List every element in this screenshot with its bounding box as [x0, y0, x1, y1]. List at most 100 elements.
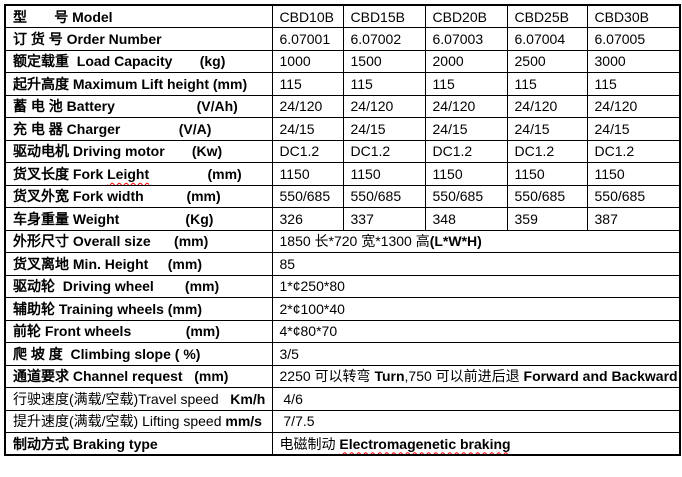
table-row: 货叉外宽 Fork width (mm) 550/685 550/685 550/68… — [4, 184, 681, 208]
table-row: 提升速度(满载/空载) Lifting speed mm/s 7/7.5 — [4, 409, 681, 433]
row-label-cell: 爬 坡 度 Climbing slope ( %) — [4, 342, 273, 366]
value-cell: 2500 — [506, 49, 588, 73]
text-segment: 前轮 Front wheels (mm) — [13, 323, 220, 340]
text-segment: 1850 长*720 宽*1300 高 — [279, 233, 430, 250]
row-label-cell: 外形尺寸 Overall size (mm) — [4, 229, 273, 253]
table-row: 蓄 电 池 Battery (V/Ah) 24/120 24/120 24/120 24… — [4, 94, 681, 118]
table-row: 驱动轮 Driving wheel (mm) 1*¢250*80 — [4, 274, 681, 298]
value-cell: 115 — [506, 72, 588, 96]
value-cell: 24/15 — [586, 117, 681, 141]
text-segment: 4*¢80*70 — [279, 323, 338, 340]
value-cell: 24/15 — [271, 117, 344, 141]
value-cell: 1000 — [271, 49, 344, 73]
text-segment: 型 号 Model — [13, 8, 113, 25]
value-cell: DC1.2 — [586, 139, 681, 163]
table-row: 型 号 Model CBD10B CBD15B CBD20B CBD25B CBD30B — [4, 4, 681, 28]
text-segment: 车身重量 Weight (Kg) — [13, 210, 214, 227]
text-segment: 7/7.5 — [279, 413, 315, 430]
value-cell: 1500 — [342, 49, 426, 73]
value-cell: CBD20B — [424, 4, 508, 28]
value-cell: 24/120 — [271, 94, 344, 118]
value-cell: 550/685 — [271, 184, 344, 208]
value-cell: DC1.2 — [342, 139, 426, 163]
value-cell: 1150 — [506, 162, 588, 186]
table-row: 辅助轮 Training wheels (mm) 2*¢100*40 — [4, 297, 681, 321]
row-label-cell: 通道要求 Channel request (mm) — [4, 364, 273, 388]
table-row: 货叉离地 Min. Height (mm) 85 — [4, 252, 681, 276]
merged-value-cell: 4/6 — [271, 387, 681, 411]
misspelled-word: Electromagenetic braking — [339, 435, 511, 452]
text-segment: 85 — [279, 255, 296, 272]
value-cell: 359 — [506, 207, 588, 231]
text-segment: 行驶速度(满载/空载)Travel speed — [13, 390, 231, 407]
value-cell: 6.07001 — [271, 27, 344, 51]
value-cell: 6.07003 — [424, 27, 508, 51]
table-row: 制动方式 Braking type 电磁制动 Electromagenetic b… — [4, 432, 681, 456]
value-cell: 6.07005 — [586, 27, 681, 51]
text-segment: Km/h — [230, 390, 266, 407]
text-segment: 制动方式 Braking type — [13, 435, 158, 452]
value-cell: CBD30B — [586, 4, 681, 28]
value-cell: 115 — [586, 72, 681, 96]
value-cell: 337 — [342, 207, 426, 231]
merged-value-cell: 电磁制动 Electromagenetic braking — [271, 432, 681, 456]
merged-value-cell: 7/7.5 — [271, 409, 681, 433]
text-segment: (L*W*H) — [429, 233, 482, 250]
text-segment: 货叉离地 Min. Height (mm) — [13, 255, 202, 272]
row-label-cell: 辅助轮 Training wheels (mm) — [4, 297, 273, 321]
table-row: 驱动电机 Driving motor (Kw) DC1.2 DC1.2 DC1.2 DC… — [4, 139, 681, 163]
value-cell: 115 — [342, 72, 426, 96]
value-cell: CBD25B — [506, 4, 588, 28]
text-segment: 驱动电机 Driving motor (Kw) — [13, 143, 223, 160]
row-label-cell: 驱动轮 Driving wheel (mm) — [4, 274, 273, 298]
text-segment: 货叉外宽 Fork width (mm) — [13, 188, 221, 205]
text-segment: (mm) — [149, 165, 242, 182]
text-segment: 3/5 — [279, 345, 299, 362]
table-row: 起升高度 Maximum Lift height (mm) 115 115 115 11… — [4, 72, 681, 96]
specification-table-body: 型 号 Model CBD10B CBD15B CBD20B CBD25B CBD30B 订… — [4, 4, 681, 456]
table-row: 爬 坡 度 Climbing slope ( %) 3/5 — [4, 342, 681, 366]
value-cell: 24/120 — [342, 94, 426, 118]
text-segment: 2250 可以转弯 — [279, 368, 375, 385]
row-label-cell: 提升速度(满载/空载) Lifting speed mm/s — [4, 409, 273, 433]
text-segment: 爬 坡 度 Climbing slope ( %) — [13, 345, 201, 362]
value-cell: 550/685 — [586, 184, 681, 208]
value-cell: 387 — [586, 207, 681, 231]
value-cell: 115 — [271, 72, 344, 96]
text-segment: 起升高度 Maximum Lift height (mm) — [13, 75, 248, 92]
value-cell: CBD15B — [342, 4, 426, 28]
row-label-cell: 蓄 电 池 Battery (V/Ah) — [4, 94, 273, 118]
merged-value-cell: 1*¢250*80 — [271, 274, 681, 298]
table-row: 外形尺寸 Overall size (mm) 1850 长*720 宽*1300 … — [4, 229, 681, 253]
value-cell: 115 — [424, 72, 508, 96]
text-segment: 电磁制动 — [279, 435, 340, 452]
text-segment: Forward and Backward — [523, 368, 678, 385]
row-label-cell: 制动方式 Braking type — [4, 432, 273, 456]
row-label-cell: 型 号 Model — [4, 4, 273, 28]
row-label-cell: 起升高度 Maximum Lift height (mm) — [4, 72, 273, 96]
text-segment: ,750 可以前进后退 — [404, 368, 524, 385]
value-cell: 1150 — [271, 162, 344, 186]
value-cell: 24/120 — [586, 94, 681, 118]
row-label-cell: 前轮 Front wheels (mm) — [4, 319, 273, 343]
value-cell: DC1.2 — [506, 139, 588, 163]
row-label-cell: 货叉离地 Min. Height (mm) — [4, 252, 273, 276]
value-cell: 3000 — [586, 49, 681, 73]
value-cell: 2000 — [424, 49, 508, 73]
table-row: 行驶速度(满载/空载)Travel speed Km/h 4/6 — [4, 387, 681, 411]
value-cell: DC1.2 — [424, 139, 508, 163]
value-cell: DC1.2 — [271, 139, 344, 163]
row-label-cell: 驱动电机 Driving motor (Kw) — [4, 139, 273, 163]
text-segment: 2*¢100*40 — [279, 300, 345, 317]
merged-value-cell: 4*¢80*70 — [271, 319, 681, 343]
value-cell: 550/685 — [424, 184, 508, 208]
text-segment: 订 货 号 Order Number — [13, 30, 162, 47]
table-row: 订 货 号 Order Number 6.07001 6.07002 6.07003 6… — [4, 27, 681, 51]
text-segment: 充 电 器 Charger (V/A) — [13, 120, 212, 137]
row-label-cell: 额定载重 Load Capacity (kg) — [4, 49, 273, 73]
merged-value-cell: 3/5 — [271, 342, 681, 366]
text-segment: Turn — [374, 368, 405, 385]
value-cell: 24/15 — [342, 117, 426, 141]
row-label-cell: 货叉长度 Fork Leight (mm) — [4, 162, 273, 186]
table-row: 额定载重 Load Capacity (kg) 1000 1500 2000 2500 3… — [4, 49, 681, 73]
